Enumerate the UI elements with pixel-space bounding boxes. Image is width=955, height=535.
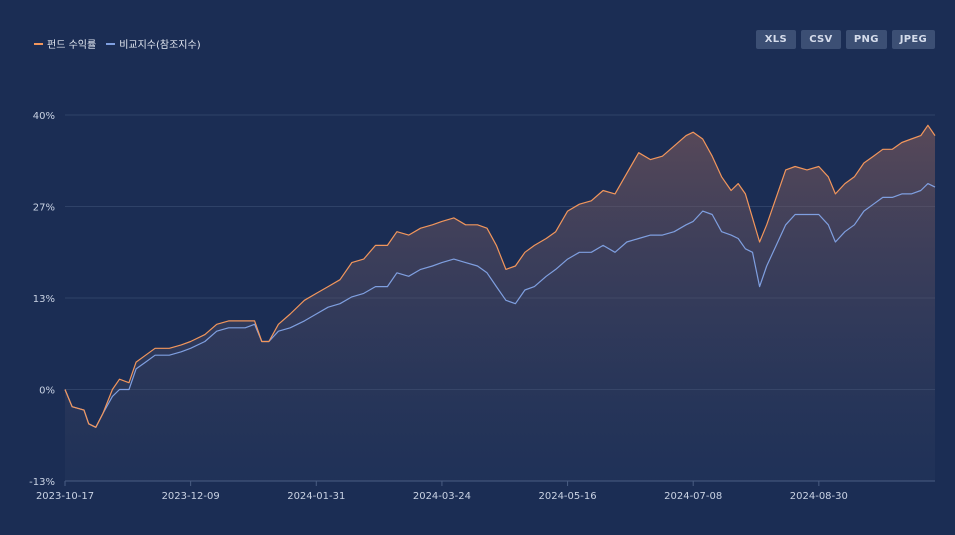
export-xls-button[interactable]: XLS [755,30,796,49]
x-tick-label: 2023-10-17 [36,491,94,502]
fund-area [65,125,935,482]
x-tick-label: 2024-08-30 [790,491,848,502]
x-axis-ticks: 2023-10-17 2023-12-09 2024-01-31 2024-03-24… [36,480,935,502]
benchmark-line [64,183,936,428]
export-toolbar: XLS CSV PNG JPEG [755,30,935,49]
y-tick-label: 13% [33,294,55,305]
legend-item-fund[interactable]: 펀드 수익률 [34,36,96,51]
x-tick-label: 2024-01-31 [287,491,345,502]
series-lines [64,124,936,428]
export-png-button[interactable]: PNG [845,30,887,49]
chart-legend: 펀드 수익률 비교지수(참조지수) [34,36,201,51]
legend-swatch-benchmark [106,42,116,45]
legend-item-benchmark[interactable]: 비교지수(참조지수) [106,36,201,51]
x-tick-label: 2024-03-24 [413,491,471,502]
export-jpeg-button[interactable]: JPEG [891,30,935,49]
y-tick-label: 0% [39,386,55,397]
x-tick-label: 2023-12-09 [162,491,220,502]
legend-swatch-fund [34,42,43,45]
fund-return-line [64,124,936,428]
legend-label-benchmark: 비교지수(참조지수) [119,40,201,51]
fund-area-fill [65,125,935,482]
y-tick-label: 40% [33,111,55,122]
x-tick-label: 2024-05-16 [538,491,596,502]
y-tick-label: -13% [29,477,55,488]
y-tick-label: 27% [33,202,55,213]
x-tick-label: 2024-07-08 [664,491,722,502]
export-csv-button[interactable]: CSV [800,30,841,49]
y-axis-ticks: 40% 27% 13% 0% -13% [29,111,55,488]
legend-label-fund: 펀드 수익률 [47,40,97,51]
